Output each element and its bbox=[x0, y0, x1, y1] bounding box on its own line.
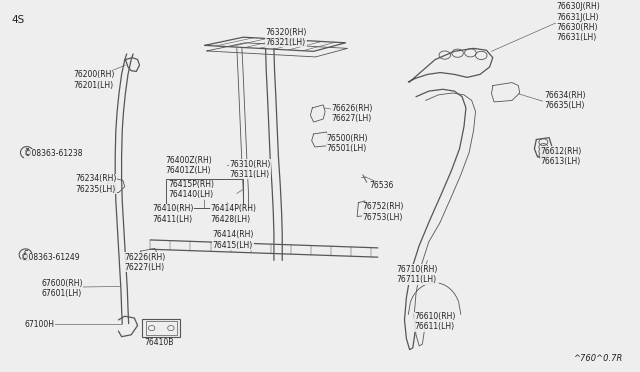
Text: 76410(RH)
76411(LH): 76410(RH) 76411(LH) bbox=[152, 204, 194, 224]
Text: 76710(RH)
76711(LH): 76710(RH) 76711(LH) bbox=[397, 265, 438, 284]
Text: 76634(RH)
76635(LH): 76634(RH) 76635(LH) bbox=[544, 91, 586, 110]
Text: ^760^0.7R: ^760^0.7R bbox=[573, 354, 622, 363]
Text: 76630J(RH)
76631J(LH)
76630(RH)
76631(LH): 76630J(RH) 76631J(LH) 76630(RH) 76631(LH… bbox=[557, 2, 600, 42]
Text: S: S bbox=[24, 148, 29, 157]
Text: 4S: 4S bbox=[12, 15, 25, 25]
Text: 76752(RH)
76753(LH): 76752(RH) 76753(LH) bbox=[362, 202, 404, 222]
Text: 76400Z(RH)
76401Z(LH): 76400Z(RH) 76401Z(LH) bbox=[165, 156, 212, 175]
Text: S: S bbox=[23, 250, 28, 259]
Text: 76226(RH)
76227(LH): 76226(RH) 76227(LH) bbox=[125, 253, 166, 272]
Text: 76410B: 76410B bbox=[144, 339, 173, 347]
Text: 76320(RH)
76321(LH): 76320(RH) 76321(LH) bbox=[266, 28, 307, 47]
Text: 76234(RH)
76235(LH): 76234(RH) 76235(LH) bbox=[76, 174, 117, 194]
Text: 76414P(RH)
76428(LH): 76414P(RH) 76428(LH) bbox=[210, 204, 256, 224]
Text: ©08363-61249: ©08363-61249 bbox=[21, 253, 80, 262]
Text: 76200(RH)
76201(LH): 76200(RH) 76201(LH) bbox=[74, 70, 115, 90]
Text: 76310(RH)
76311(LH): 76310(RH) 76311(LH) bbox=[229, 160, 271, 179]
Text: 76415P(RH)
764140(LH): 76415P(RH) 764140(LH) bbox=[168, 180, 214, 199]
Text: 67100H: 67100H bbox=[24, 320, 54, 329]
Text: 76610(RH)
76611(LH): 76610(RH) 76611(LH) bbox=[414, 312, 456, 331]
Text: 76626(RH)
76627(LH): 76626(RH) 76627(LH) bbox=[332, 104, 373, 123]
Text: ©08363-61238: ©08363-61238 bbox=[24, 149, 83, 158]
Text: 76500(RH)
76501(LH): 76500(RH) 76501(LH) bbox=[326, 134, 368, 153]
Text: 76536: 76536 bbox=[369, 182, 394, 190]
Text: 76612(RH)
76613(LH): 76612(RH) 76613(LH) bbox=[541, 147, 582, 166]
Text: 67600(RH)
67601(LH): 67600(RH) 67601(LH) bbox=[42, 279, 83, 298]
Text: 76414(RH)
76415(LH): 76414(RH) 76415(LH) bbox=[212, 230, 254, 250]
